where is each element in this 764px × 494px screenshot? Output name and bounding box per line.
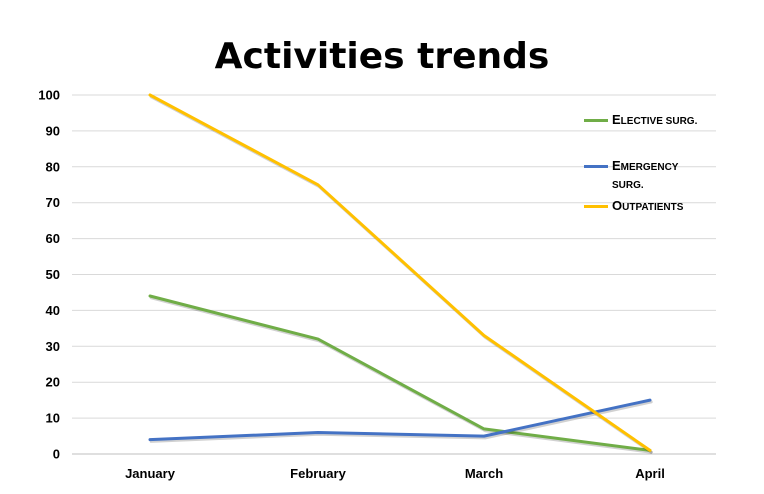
legend-item-elective-surg: ELECTIVE SURG. (584, 112, 698, 127)
legend: ELECTIVE SURG. EMERGENCY SURG. OUTPATIENTS (584, 112, 698, 213)
x-tick-label-april: April (635, 466, 665, 481)
x-axis-ticks: January February March April (125, 466, 665, 481)
y-tick-label-30: 30 (46, 339, 60, 354)
y-tick-label-70: 70 (46, 195, 60, 210)
y-tick-label-90: 90 (46, 123, 60, 138)
series-line-emergency-surg (148, 398, 652, 442)
y-tick-label-100: 100 (38, 88, 60, 103)
legend-label-emergency-surg: EMERGENCY SURG. (612, 158, 679, 191)
y-tick-label-80: 80 (46, 159, 60, 174)
legend-item-emergency-surg: EMERGENCY SURG. (584, 158, 679, 191)
y-tick-label-20: 20 (46, 375, 60, 390)
y-tick-label-0: 0 (53, 447, 60, 462)
x-tick-label-february: February (290, 466, 346, 481)
chart-title: Activities trends (215, 36, 550, 77)
series-line-elective-surg (148, 294, 652, 452)
x-tick-label-march: March (465, 466, 503, 481)
y-tick-label-40: 40 (46, 303, 60, 318)
legend-label-outpatients: OUTPATIENTS (612, 198, 684, 213)
y-axis-ticks: 0 10 20 30 40 50 60 70 80 90 100 (38, 88, 60, 462)
series-layer (148, 93, 653, 454)
legend-item-outpatients: OUTPATIENTS (584, 198, 684, 213)
legend-label-elective-surg: ELECTIVE SURG. (612, 112, 698, 127)
y-tick-label-50: 50 (46, 267, 60, 282)
x-tick-label-january: January (125, 466, 176, 481)
grid-layer (72, 94, 716, 455)
y-tick-label-60: 60 (46, 231, 60, 246)
series-shadow-elective-surg (149, 296, 653, 454)
y-tick-label-10: 10 (46, 411, 60, 426)
series-line-outpatients (148, 93, 652, 452)
series-shadow-emergency-surg (149, 400, 653, 443)
